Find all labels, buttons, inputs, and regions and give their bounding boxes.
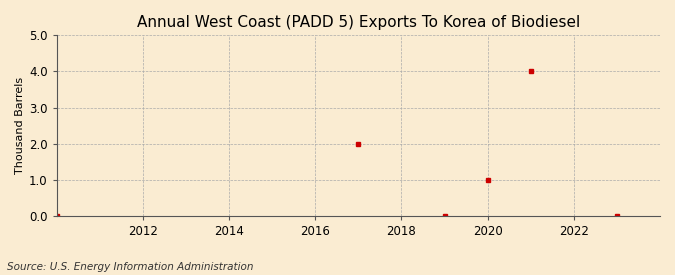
Title: Annual West Coast (PADD 5) Exports To Korea of Biodiesel: Annual West Coast (PADD 5) Exports To Ko… bbox=[137, 15, 580, 30]
Y-axis label: Thousand Barrels: Thousand Barrels bbox=[15, 77, 25, 174]
Text: Source: U.S. Energy Information Administration: Source: U.S. Energy Information Administ… bbox=[7, 262, 253, 272]
